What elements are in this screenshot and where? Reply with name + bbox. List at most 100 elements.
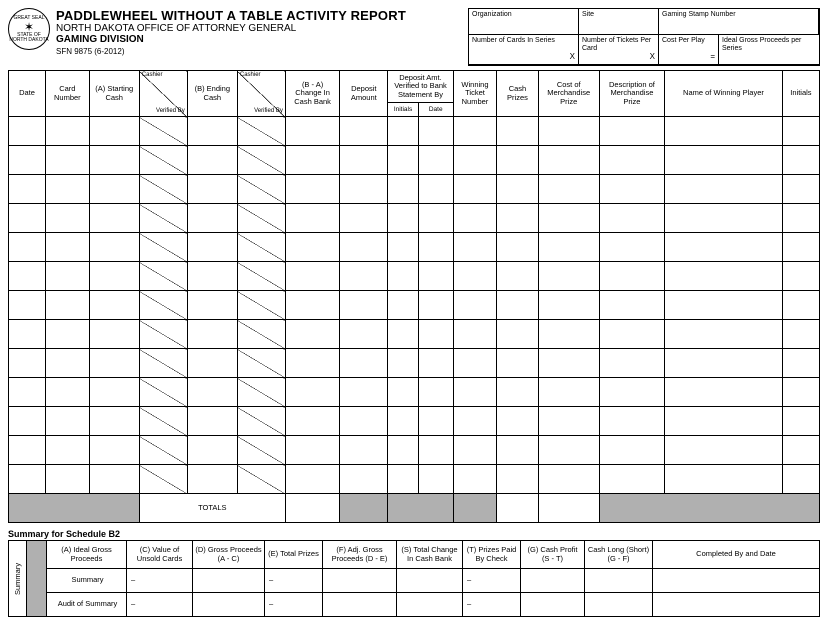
cell[interactable] [453, 349, 497, 378]
cell[interactable] [453, 233, 497, 262]
cell[interactable] [497, 407, 538, 436]
cell[interactable] [187, 262, 237, 291]
cell[interactable] [538, 291, 599, 320]
cell[interactable] [139, 436, 187, 465]
cell[interactable] [453, 378, 497, 407]
cell[interactable] [388, 465, 419, 494]
cell[interactable] [782, 349, 819, 378]
cell[interactable] [665, 117, 783, 146]
cell[interactable] [340, 465, 388, 494]
cell[interactable] [665, 175, 783, 204]
cell[interactable] [285, 117, 340, 146]
cell[interactable] [139, 465, 187, 494]
cell[interactable] [418, 291, 453, 320]
cell[interactable] [538, 204, 599, 233]
sum-row1-s[interactable] [397, 569, 463, 593]
sum-row1-e[interactable]: – [265, 569, 323, 593]
cell[interactable] [285, 291, 340, 320]
cell[interactable] [665, 204, 783, 233]
cell[interactable] [340, 233, 388, 262]
cell[interactable] [782, 407, 819, 436]
cell[interactable] [285, 204, 340, 233]
cell[interactable] [9, 407, 46, 436]
cell[interactable] [388, 233, 419, 262]
cell[interactable] [782, 146, 819, 175]
info-organization[interactable]: Organization [469, 9, 579, 35]
cell[interactable] [453, 262, 497, 291]
cell[interactable] [9, 117, 46, 146]
cell[interactable] [497, 291, 538, 320]
info-stamp[interactable]: Gaming Stamp Number [659, 9, 819, 35]
cell[interactable] [187, 378, 237, 407]
cell[interactable] [237, 262, 285, 291]
cell[interactable] [340, 320, 388, 349]
cell[interactable] [782, 175, 819, 204]
cell[interactable] [418, 175, 453, 204]
cell[interactable] [388, 291, 419, 320]
cell[interactable] [418, 436, 453, 465]
sum-row1-c[interactable]: – [127, 569, 193, 593]
cell[interactable] [453, 117, 497, 146]
cell[interactable] [599, 407, 664, 436]
cell[interactable] [665, 291, 783, 320]
cell[interactable] [285, 407, 340, 436]
cell[interactable] [538, 233, 599, 262]
cell[interactable] [665, 233, 783, 262]
cell[interactable] [599, 291, 664, 320]
cell[interactable] [187, 436, 237, 465]
cell[interactable] [46, 233, 90, 262]
cell[interactable] [665, 262, 783, 291]
cell[interactable] [340, 117, 388, 146]
cell[interactable] [9, 175, 46, 204]
cell[interactable] [782, 204, 819, 233]
cell[interactable] [418, 262, 453, 291]
cell[interactable] [46, 262, 90, 291]
cell[interactable] [89, 204, 139, 233]
totals-cost-merch[interactable] [538, 494, 599, 523]
cell[interactable] [599, 146, 664, 175]
cell[interactable] [599, 349, 664, 378]
cell[interactable] [497, 349, 538, 378]
sum-row1-d[interactable] [193, 569, 265, 593]
cell[interactable] [187, 146, 237, 175]
cell[interactable] [237, 204, 285, 233]
cell[interactable] [285, 175, 340, 204]
cell[interactable] [285, 436, 340, 465]
sum-row1-f[interactable] [323, 569, 397, 593]
cell[interactable] [418, 378, 453, 407]
cell[interactable] [599, 175, 664, 204]
cell[interactable] [139, 320, 187, 349]
cell[interactable] [139, 349, 187, 378]
cell[interactable] [46, 320, 90, 349]
cell[interactable] [453, 436, 497, 465]
cell[interactable] [285, 233, 340, 262]
cell[interactable] [388, 320, 419, 349]
cell[interactable] [665, 378, 783, 407]
cell[interactable] [388, 146, 419, 175]
cell[interactable] [187, 291, 237, 320]
cell[interactable] [388, 117, 419, 146]
sum-row2-comp[interactable] [653, 593, 820, 617]
cell[interactable] [340, 291, 388, 320]
cell[interactable] [139, 233, 187, 262]
cell[interactable] [9, 436, 46, 465]
cell[interactable] [388, 349, 419, 378]
cell[interactable] [599, 436, 664, 465]
cell[interactable] [237, 436, 285, 465]
cell[interactable] [9, 378, 46, 407]
totals-change[interactable] [285, 494, 340, 523]
cell[interactable] [497, 146, 538, 175]
cell[interactable] [388, 175, 419, 204]
cell[interactable] [237, 233, 285, 262]
cell[interactable] [599, 378, 664, 407]
cell[interactable] [340, 204, 388, 233]
cell[interactable] [9, 233, 46, 262]
sum-row1-g[interactable] [521, 569, 585, 593]
cell[interactable] [497, 117, 538, 146]
cell[interactable] [9, 349, 46, 378]
cell[interactable] [782, 436, 819, 465]
cell[interactable] [9, 465, 46, 494]
cell[interactable] [139, 146, 187, 175]
cell[interactable] [139, 262, 187, 291]
cell[interactable] [497, 175, 538, 204]
